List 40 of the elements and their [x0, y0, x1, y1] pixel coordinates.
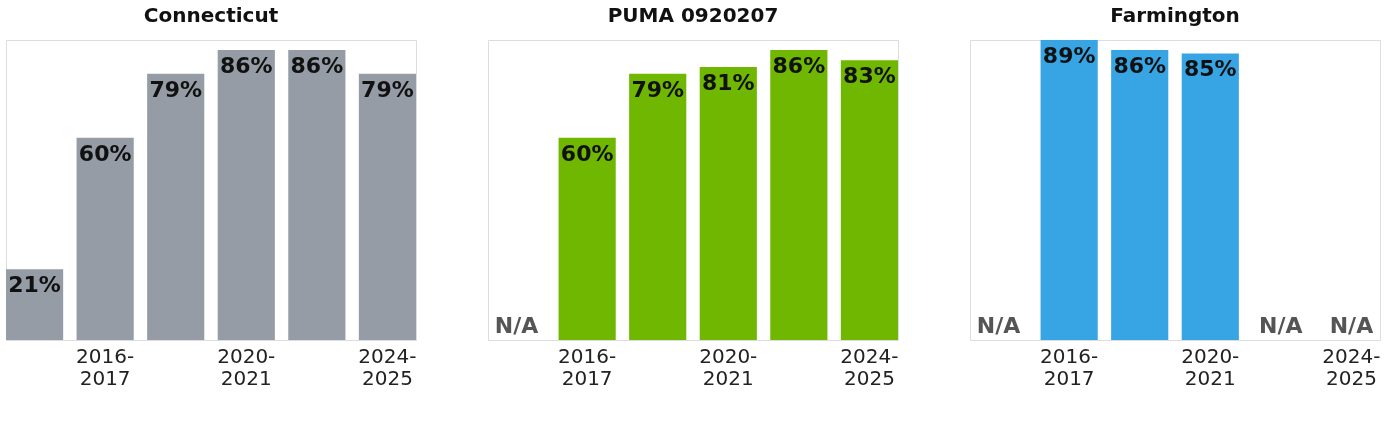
data-label: 60% [78, 140, 132, 166]
x-tick-label: 2016-2017 [76, 343, 135, 390]
text: N/A [1259, 313, 1303, 338]
x-tick-label: 2024-2025 [840, 343, 899, 390]
x-tick-label: 2016-2017 [1040, 343, 1099, 390]
bar [840, 60, 898, 340]
data-label: 86% [772, 53, 826, 79]
data-label: 81% [701, 69, 755, 95]
data-label: 60% [560, 140, 614, 166]
x-tick-label: 2020-2021 [1181, 343, 1240, 390]
x-tick-label: 2024-2025 [358, 343, 417, 390]
chart-title: PUMA 0920207 [607, 3, 779, 27]
bar [217, 50, 275, 340]
bar [147, 73, 205, 340]
data-label: 86% [290, 53, 344, 79]
text: N/A [976, 313, 1021, 338]
x-tick-label: 2016-2017 [558, 343, 617, 390]
bar [699, 66, 757, 340]
data-label: 21% [8, 272, 61, 298]
x-tick-label: 2020-2021 [699, 343, 758, 390]
bar [358, 73, 416, 340]
chart-title: Connecticut [143, 3, 279, 27]
data-label: 86% [1113, 53, 1167, 79]
bar [770, 50, 828, 340]
data-label: 79% [149, 76, 203, 102]
data-label: 79% [631, 76, 685, 102]
text: N/A [1329, 313, 1374, 338]
x-tick-label: 2020-2021 [217, 343, 276, 390]
data-label: 89% [1042, 43, 1096, 68]
chart-title: Farmington [1110, 3, 1240, 27]
data-label: 83% [843, 63, 896, 89]
data-label: 85% [1183, 56, 1237, 82]
data-label: 79% [361, 76, 414, 102]
bar [76, 137, 134, 340]
data-label: 86% [219, 53, 273, 79]
text: N/A [494, 313, 539, 338]
bar [629, 73, 687, 340]
bar [558, 137, 616, 340]
bar [288, 50, 346, 340]
x-tick-label: 2024-2025 [1322, 343, 1381, 390]
